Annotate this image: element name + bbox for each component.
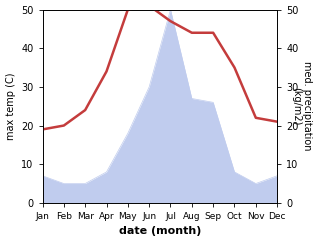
X-axis label: date (month): date (month) (119, 227, 201, 236)
Y-axis label: max temp (C): max temp (C) (5, 72, 16, 140)
Y-axis label: med. precipitation
(kg/m2): med. precipitation (kg/m2) (291, 61, 313, 151)
